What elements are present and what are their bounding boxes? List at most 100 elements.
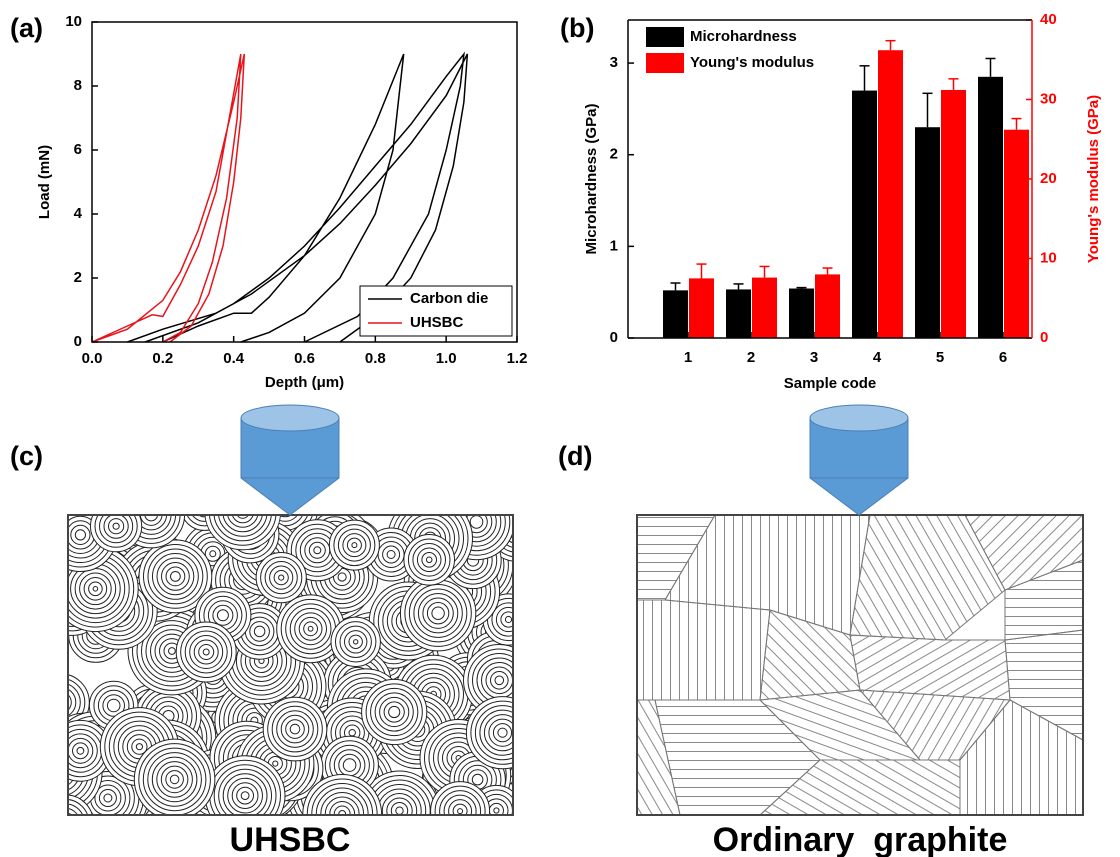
panel-label: (c) [10,441,43,471]
ring [290,724,300,734]
ring [426,557,432,563]
ring [53,792,68,807]
ring [498,728,507,737]
panel-label: (b) [560,13,594,43]
ring [199,500,211,512]
bar [689,278,714,338]
ring [475,497,492,514]
ring [432,607,444,619]
sphere [263,697,327,761]
ring [480,501,488,509]
grain [850,635,1010,700]
y-tick-label: 2 [74,269,82,286]
y-tick-label: 3 [610,54,618,71]
ring [458,809,463,814]
x-axis-label: Depth (μm) [265,374,344,391]
ring [55,696,67,708]
sphere [91,501,142,552]
ring [308,626,313,631]
y2-tick-label: 40 [1040,11,1057,28]
ring [203,649,209,655]
bar [1004,130,1029,338]
ring [51,808,80,837]
x-tick-label: 3 [810,349,818,366]
x-tick-label: 2 [747,349,755,366]
legend-swatch [646,27,684,47]
ring [494,808,499,813]
ring [170,775,179,784]
ring [279,575,284,580]
sphere [404,535,455,586]
caption: Ordinary graphite [713,821,1008,857]
ring [171,572,181,582]
ring [113,523,119,529]
ring [60,817,71,828]
y-tick-label: 8 [74,77,82,94]
indenter [810,405,908,515]
ring [352,543,357,548]
y2-tick-label: 20 [1040,170,1057,187]
caption: UHSBC [230,821,351,857]
bar [941,90,966,338]
ring [42,799,89,846]
ring [339,811,346,818]
y-axis-label: Load (mN) [36,145,53,219]
ring [241,792,249,800]
legend-label: Carbon die [410,290,488,307]
ring [354,640,358,644]
bar [726,289,751,338]
y2-tick-label: 0 [1040,329,1048,346]
y2-axis-label: Young's modulus (GPa) [1085,95,1102,263]
ring [77,747,84,754]
series-line [92,54,244,342]
x-tick-label: 6 [999,349,1007,366]
x-tick-label: 1.0 [436,350,457,367]
ring [232,501,254,523]
legend-swatch [646,53,684,73]
figure: (a) (b) (c) (d) UHSBC Ordinary graphite … [0,0,1120,857]
legend-label: Young's modulus [690,54,814,71]
x-tick-label: 1 [684,349,692,366]
ring [210,551,216,557]
y-tick-label: 0 [610,329,618,346]
ring [349,730,355,736]
x-tick-label: 5 [936,349,944,366]
y-tick-label: 6 [74,141,82,158]
y2-tick-label: 30 [1040,90,1057,107]
ring [505,616,511,622]
x-tick-label: 0.8 [365,350,386,367]
y-tick-label: 0 [74,333,82,350]
ring [273,761,278,766]
ring [90,818,102,830]
ring [343,759,356,772]
bar [878,50,903,338]
x-axis-label: Sample code [784,375,877,392]
ring [136,744,142,750]
ring [387,551,395,559]
ring [46,804,84,842]
y-tick-label: 10 [65,13,82,30]
ring [75,530,85,540]
bar [915,127,940,338]
x-tick-label: 1.2 [507,350,528,367]
y-tick-label: 1 [610,237,618,254]
x-tick-label: 4 [873,349,882,366]
ring [194,496,215,517]
legend-label: Microhardness [690,28,797,45]
graphite-grains [637,515,1083,815]
ring [107,699,120,712]
sphere [431,782,490,841]
ring [396,807,403,814]
bar [789,289,814,338]
ring [57,797,63,803]
panel-label: (a) [10,13,43,43]
legend-label: UHSBC [410,314,464,331]
sphere [466,697,538,769]
x-tick-label: 0.0 [82,350,103,367]
ring [314,547,321,554]
bar [752,278,777,338]
ring [169,648,176,655]
sphere [134,739,215,820]
sphere [362,679,427,744]
ring [495,676,504,685]
